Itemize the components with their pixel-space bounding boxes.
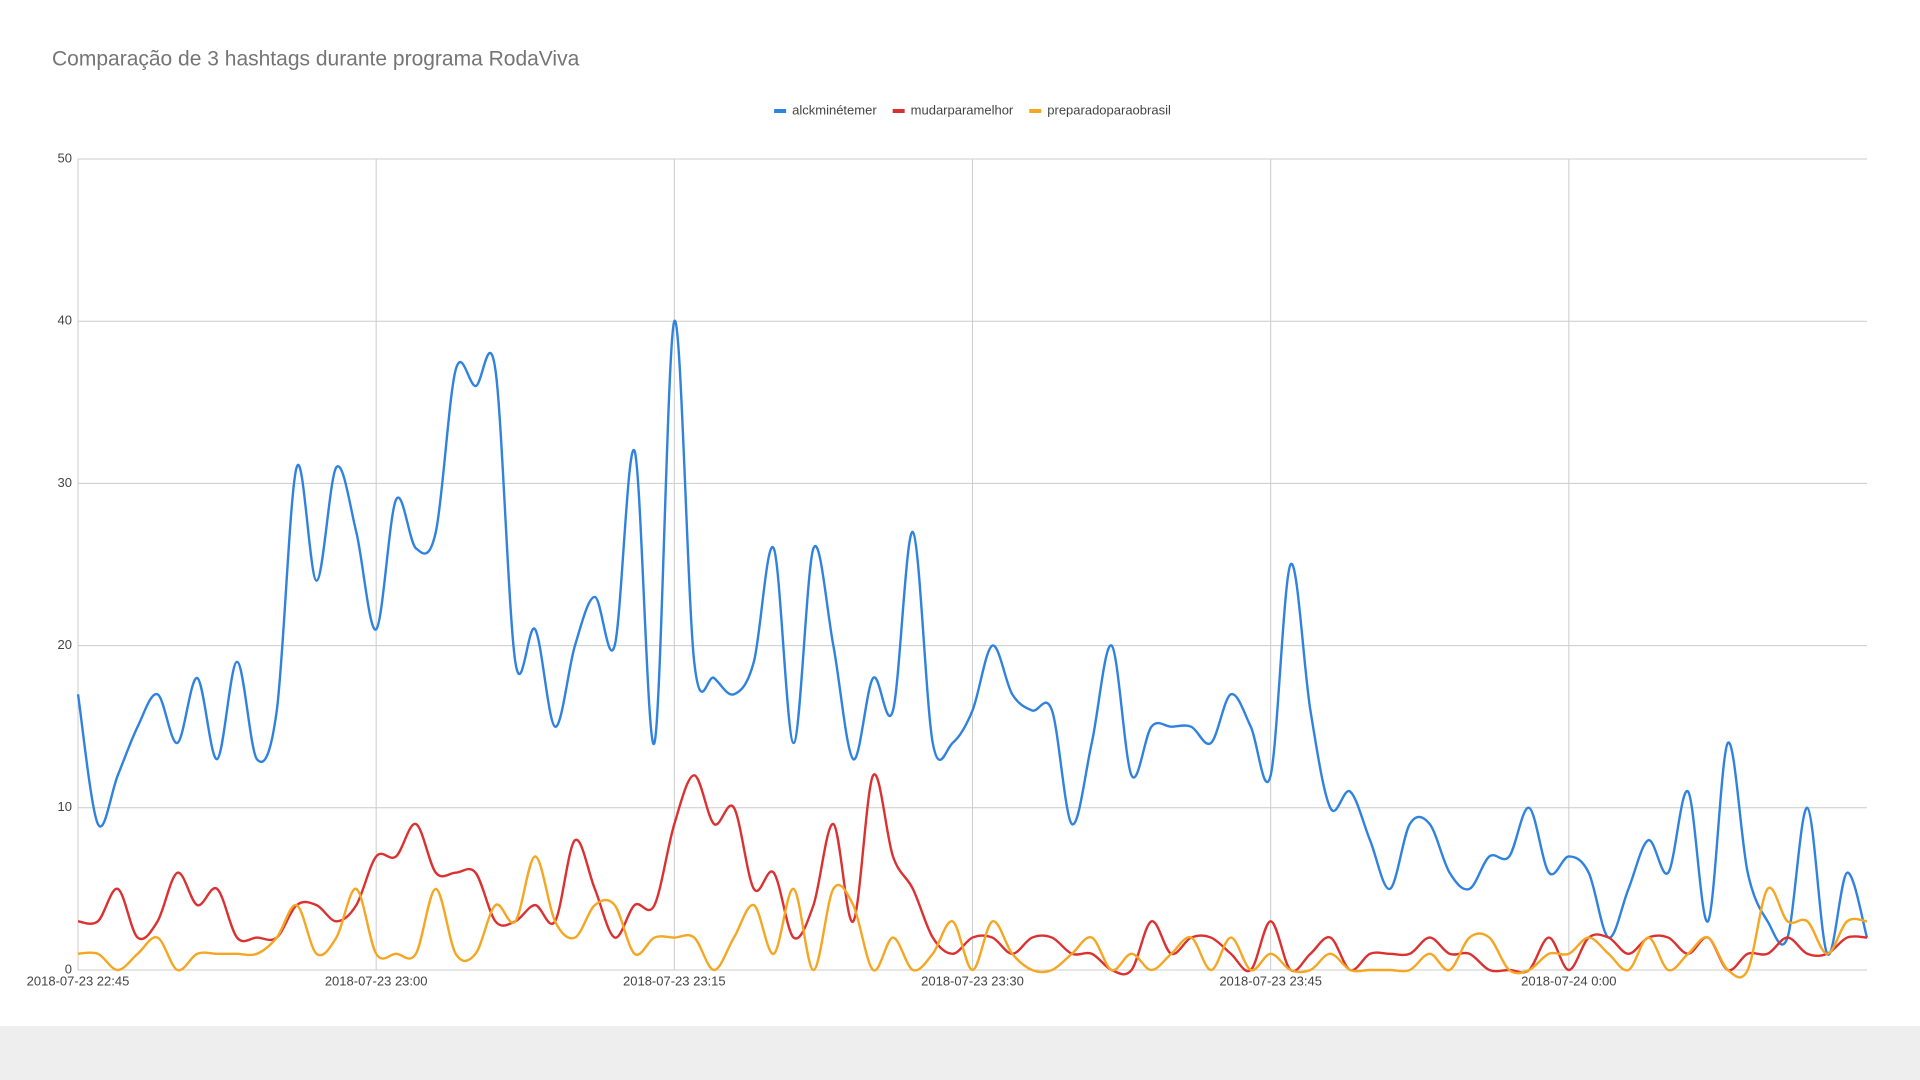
series-line — [77, 855, 1868, 979]
y-tick-label: 20 — [58, 637, 72, 652]
legend-label: alckminétemer — [792, 102, 877, 117]
chart-title: Comparação de 3 hashtags durante program… — [52, 48, 580, 71]
x-tick-label: 2018-07-23 23:00 — [325, 973, 428, 988]
x-tick-label: 2018-07-23 22:45 — [27, 973, 130, 988]
x-tick-label: 2018-07-24 0:00 — [1521, 973, 1616, 988]
legend-label: mudarparamelhor — [911, 102, 1014, 117]
y-tick-label: 10 — [58, 799, 72, 814]
series-line — [77, 773, 1868, 976]
y-tick-label: 0 — [65, 961, 72, 976]
y-tick-label: 30 — [58, 475, 72, 490]
legend-label: preparadoparaobrasil — [1047, 102, 1171, 117]
footer-band — [0, 1026, 1920, 1080]
y-tick-label: 40 — [58, 313, 72, 328]
y-tick-label: 50 — [58, 150, 72, 165]
x-tick-label: 2018-07-23 23:15 — [623, 973, 726, 988]
series-line — [76, 319, 1869, 956]
x-tick-label: 2018-07-23 23:30 — [921, 973, 1024, 988]
x-tick-label: 2018-07-23 23:45 — [1219, 973, 1322, 988]
